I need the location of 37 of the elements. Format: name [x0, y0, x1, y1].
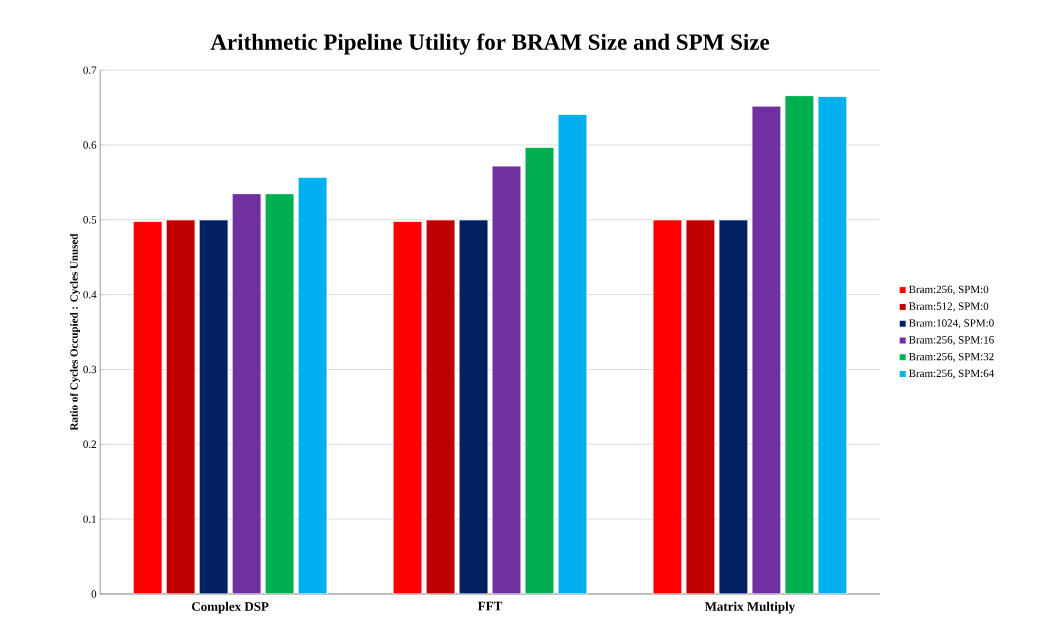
- legend-label: Bram:256, SPM:16: [908, 336, 994, 346]
- legend-label: Bram:256, SPM:64: [908, 369, 995, 379]
- legend-label: Bram:256, SPM:0: [908, 285, 989, 295]
- bar: [784, 95, 815, 594]
- bar: [817, 95, 848, 594]
- bar: [685, 219, 716, 594]
- bar: [198, 219, 229, 594]
- y-tick-label: 0: [91, 590, 97, 598]
- x-tick-label: Matrix Multiply: [704, 601, 796, 614]
- y-tick-label: 0.7: [83, 66, 97, 74]
- bar: [524, 146, 555, 594]
- y-tick-label: 0.6: [83, 141, 97, 149]
- bar: [751, 105, 782, 594]
- y-axis-title: Ratio of Cycles Occupied : Cycles Unused: [69, 233, 81, 431]
- bar: [557, 113, 588, 594]
- x-tick-label: Complex DSP: [191, 601, 269, 614]
- y-tick-label: 0.1: [83, 515, 96, 523]
- legend-label: Bram:256, SPM:32: [908, 352, 994, 362]
- y-tick-label: 0.4: [83, 290, 97, 299]
- bar: [458, 219, 489, 594]
- bar: [231, 193, 262, 594]
- bar: [425, 219, 456, 594]
- bar: [132, 220, 163, 594]
- bar: [297, 176, 328, 594]
- bar: [264, 193, 295, 594]
- legend-label: Bram:512, SPM:0: [908, 302, 989, 312]
- legend-label: Bram:1024, SPM:0: [908, 319, 994, 329]
- bar: [392, 220, 423, 594]
- x-tick-label: FFT: [477, 601, 503, 611]
- bar: [491, 165, 522, 594]
- y-tick-label: 0.2: [83, 440, 97, 448]
- y-tick-label: 0.3: [83, 365, 97, 374]
- chart-title: Arithmetic Pipeline Utility for BRAM Size and SPM Size: [210, 33, 770, 55]
- bar: [718, 219, 749, 594]
- y-tick-label: 0.5: [83, 216, 97, 224]
- bar: [165, 219, 196, 594]
- bar: [652, 219, 683, 594]
